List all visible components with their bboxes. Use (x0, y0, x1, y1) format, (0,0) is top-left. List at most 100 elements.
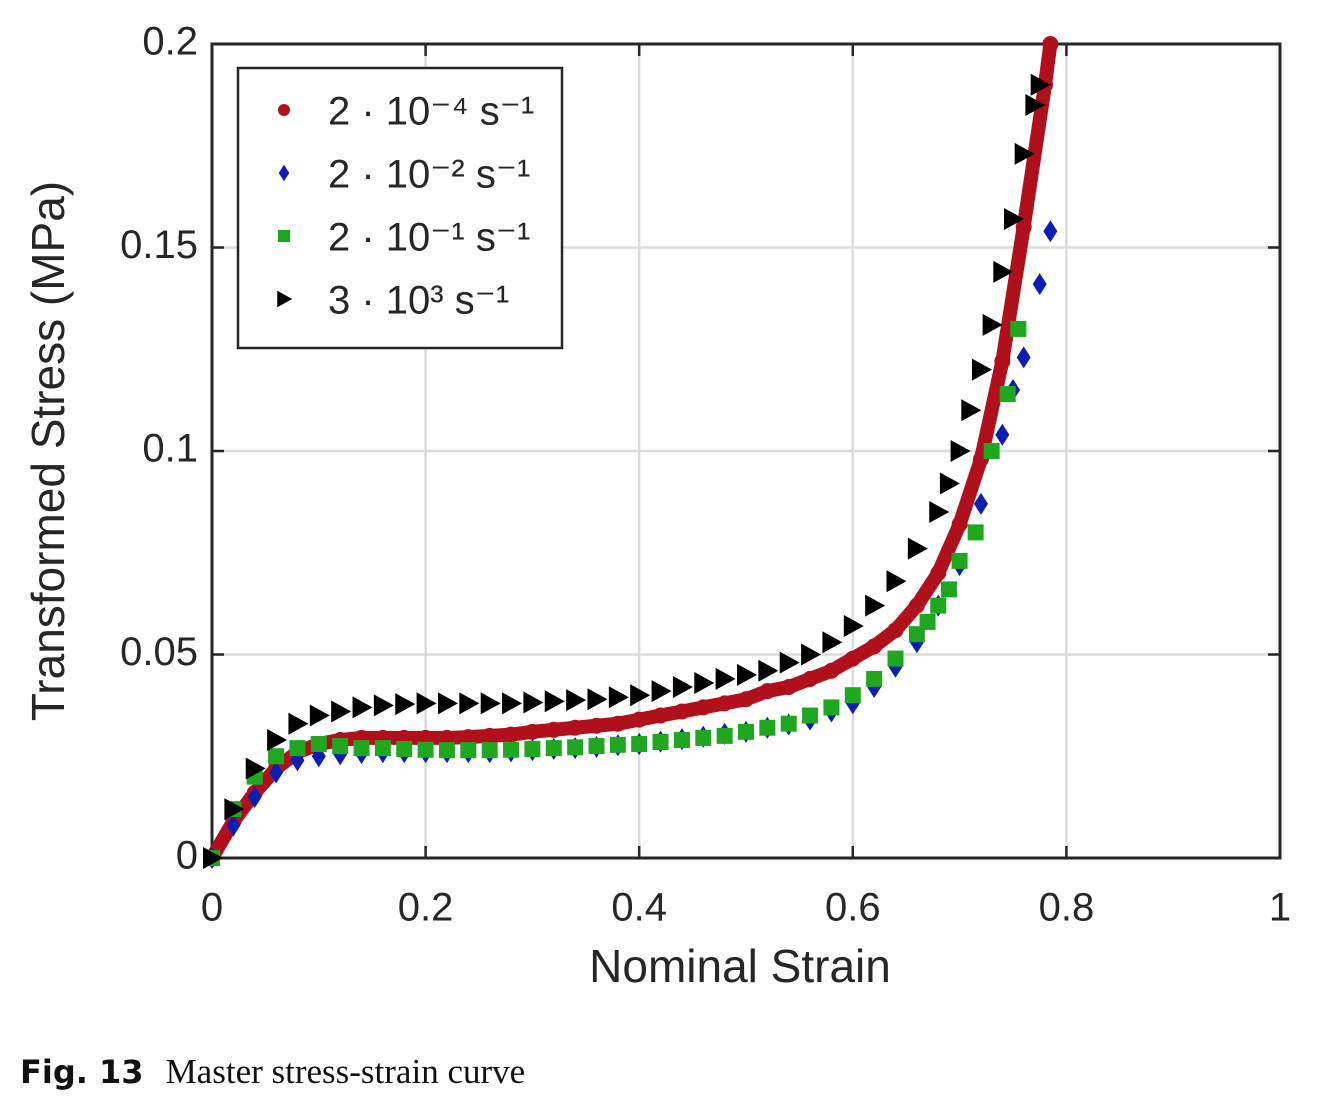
x-tick-label: 0.8 (1039, 886, 1095, 930)
point (971, 358, 992, 381)
point (373, 694, 394, 717)
point (1030, 73, 1051, 96)
point (844, 687, 861, 704)
x-tick-label: 0.6 (825, 886, 881, 930)
point (395, 693, 416, 716)
point (417, 741, 434, 758)
point (695, 699, 712, 716)
point (1010, 320, 1027, 337)
point (374, 740, 391, 757)
caption-text: Master stress-strain curve (165, 1052, 526, 1091)
point (929, 501, 950, 524)
point (481, 727, 498, 744)
point (608, 686, 629, 709)
point (673, 703, 690, 720)
point (268, 748, 285, 765)
point (738, 723, 754, 740)
point (331, 700, 352, 723)
legend-label: 2 · 10⁻⁴ s⁻¹ (328, 90, 534, 134)
y-tick-label: 0 (176, 834, 198, 878)
point (224, 798, 245, 821)
x-tick-label: 1 (1269, 886, 1291, 930)
point (823, 662, 840, 679)
point (353, 740, 370, 757)
legend-label: 2 · 10⁻¹ s⁻¹ (328, 216, 530, 260)
point (973, 492, 988, 515)
point (780, 679, 797, 696)
legend-box (236, 66, 564, 350)
point (951, 516, 968, 533)
point (566, 689, 587, 712)
point (951, 552, 968, 569)
point (588, 717, 605, 734)
x-tick-label: 0.2 (398, 886, 454, 930)
point (993, 260, 1014, 283)
point (245, 757, 266, 780)
point (247, 785, 262, 808)
point (438, 729, 455, 746)
point (715, 667, 736, 690)
point (309, 704, 330, 727)
y-tick-label: 0.15 (120, 223, 198, 267)
plot-frame (210, 42, 1282, 860)
point (460, 742, 477, 759)
point (545, 721, 562, 738)
legend-marker (278, 104, 290, 116)
point (1004, 208, 1024, 231)
y-tick-label: 0.05 (120, 630, 198, 674)
y-tick-label: 0.1 (142, 427, 198, 471)
point (460, 729, 477, 746)
legend-marker (278, 230, 290, 242)
point (887, 622, 904, 639)
point (524, 723, 541, 740)
point (695, 729, 712, 746)
chart: Nominal Strain Transformed Stress (MPa) … (22, 20, 1291, 993)
point (1014, 142, 1035, 165)
point (587, 688, 608, 711)
point (865, 594, 886, 617)
point (544, 690, 565, 713)
point (967, 524, 984, 541)
point (908, 626, 925, 643)
point (288, 712, 309, 735)
x-tick-label: 0 (201, 886, 223, 930)
point (203, 847, 223, 869)
point (437, 692, 458, 715)
point (995, 423, 1010, 446)
legend-label: 3 · 10³ s⁻¹ (328, 279, 509, 323)
point (609, 715, 626, 732)
x-axis-label: Nominal Strain (589, 940, 891, 992)
legend-marker (278, 164, 290, 182)
point (226, 814, 241, 837)
point (1025, 94, 1046, 117)
caption-label: Fig. 13 (20, 1053, 144, 1091)
point (652, 707, 669, 724)
point (940, 581, 957, 598)
point (822, 631, 843, 654)
legend-label: 2 · 10⁻² s⁻¹ (328, 153, 530, 197)
point (999, 386, 1016, 403)
point (930, 597, 947, 614)
point (982, 313, 1003, 336)
point (651, 680, 672, 703)
y-axis-label: Transformed Stress (MPa) (22, 181, 74, 721)
point (502, 692, 523, 715)
point (994, 353, 1011, 370)
point (780, 715, 797, 732)
point (652, 734, 669, 751)
point (758, 659, 779, 682)
point (1032, 273, 1047, 296)
point (631, 711, 648, 728)
point (759, 719, 776, 736)
point (567, 739, 584, 756)
point (930, 565, 947, 582)
point (802, 707, 819, 724)
point (866, 638, 883, 655)
point (886, 570, 907, 593)
point (802, 670, 819, 687)
point (907, 537, 928, 560)
point (1016, 346, 1031, 369)
caption: Fig. 13 Master stress-strain curve (20, 1052, 525, 1092)
point (352, 696, 373, 719)
